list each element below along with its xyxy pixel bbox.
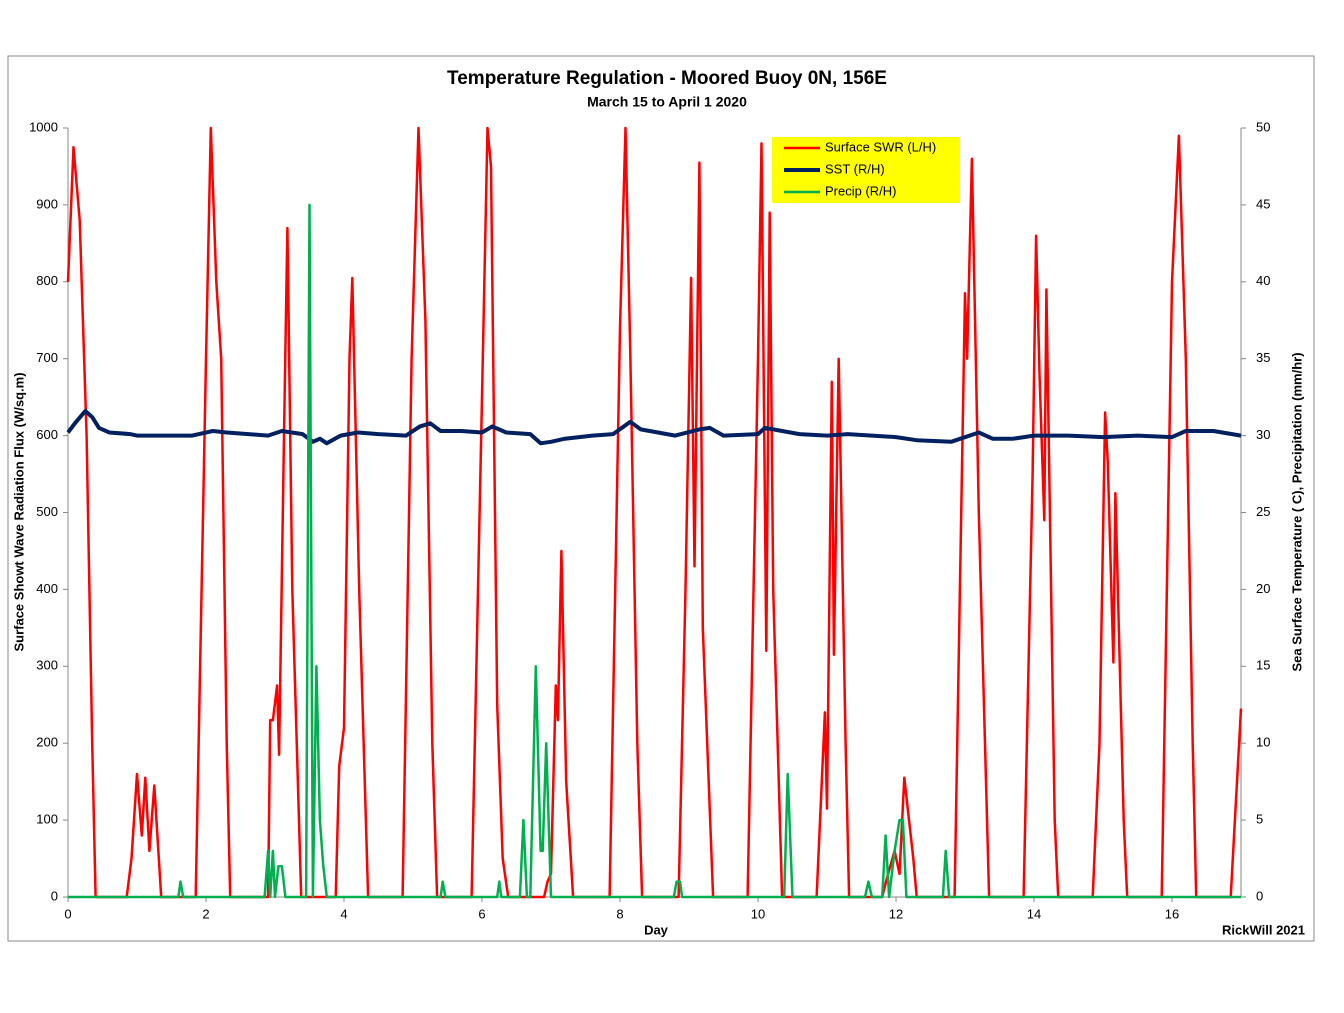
y-tick-label: 300 bbox=[36, 658, 58, 673]
y-tick-label: 100 bbox=[36, 812, 58, 827]
x-tick-label: 14 bbox=[1027, 906, 1041, 921]
x-tick-label: 6 bbox=[478, 906, 485, 921]
y2-tick-label: 35 bbox=[1256, 350, 1270, 365]
y2-axis-label: Sea Surface Temperature ( C), Precipitat… bbox=[1289, 352, 1304, 671]
x-tick-label: 12 bbox=[889, 906, 903, 921]
x-tick-label: 16 bbox=[1165, 906, 1179, 921]
y2-tick-label: 20 bbox=[1256, 581, 1270, 596]
legend-label: SST (R/H) bbox=[825, 161, 885, 176]
y2-tick-label: 40 bbox=[1256, 273, 1270, 288]
legend-label: Precip (R/H) bbox=[825, 183, 897, 198]
y-tick-label: 400 bbox=[36, 581, 58, 596]
y-tick-label: 800 bbox=[36, 273, 58, 288]
x-tick-label: 0 bbox=[64, 906, 71, 921]
legend-label: Surface SWR (L/H) bbox=[825, 139, 936, 154]
x-tick-label: 4 bbox=[340, 906, 347, 921]
y2-tick-label: 10 bbox=[1256, 735, 1270, 750]
series-line bbox=[66, 409, 1242, 446]
y2-tick-label: 0 bbox=[1256, 888, 1263, 903]
y2-tick-label: 45 bbox=[1256, 196, 1270, 211]
y2-tick-label: 25 bbox=[1256, 504, 1270, 519]
x-tick-label: 10 bbox=[751, 906, 765, 921]
x-tick-label: 2 bbox=[202, 906, 209, 921]
y-tick-label: 200 bbox=[36, 735, 58, 750]
y-axis-label: Surface Showt Wave Radiation Flux (W/sq.… bbox=[11, 372, 26, 651]
x-tick-label: 8 bbox=[616, 906, 623, 921]
y2-tick-label: 50 bbox=[1256, 119, 1270, 134]
y-tick-label: 600 bbox=[36, 427, 58, 442]
y2-tick-label: 5 bbox=[1256, 812, 1263, 827]
x-axis-label: Day bbox=[644, 922, 669, 937]
y-tick-label: 500 bbox=[36, 504, 58, 519]
series-line bbox=[68, 203, 1241, 899]
chart-subtitle: March 15 to April 1 2020 bbox=[587, 94, 747, 110]
y-tick-label: 0 bbox=[51, 888, 58, 903]
y-tick-label: 900 bbox=[36, 196, 58, 211]
y2-tick-label: 30 bbox=[1256, 427, 1270, 442]
y-tick-label: 1000 bbox=[29, 119, 58, 134]
y2-tick-label: 15 bbox=[1256, 658, 1270, 673]
chart-title: Temperature Regulation - Moored Buoy 0N,… bbox=[447, 68, 887, 89]
credit: RickWill 2021 bbox=[1222, 922, 1305, 937]
y-tick-label: 700 bbox=[36, 350, 58, 365]
